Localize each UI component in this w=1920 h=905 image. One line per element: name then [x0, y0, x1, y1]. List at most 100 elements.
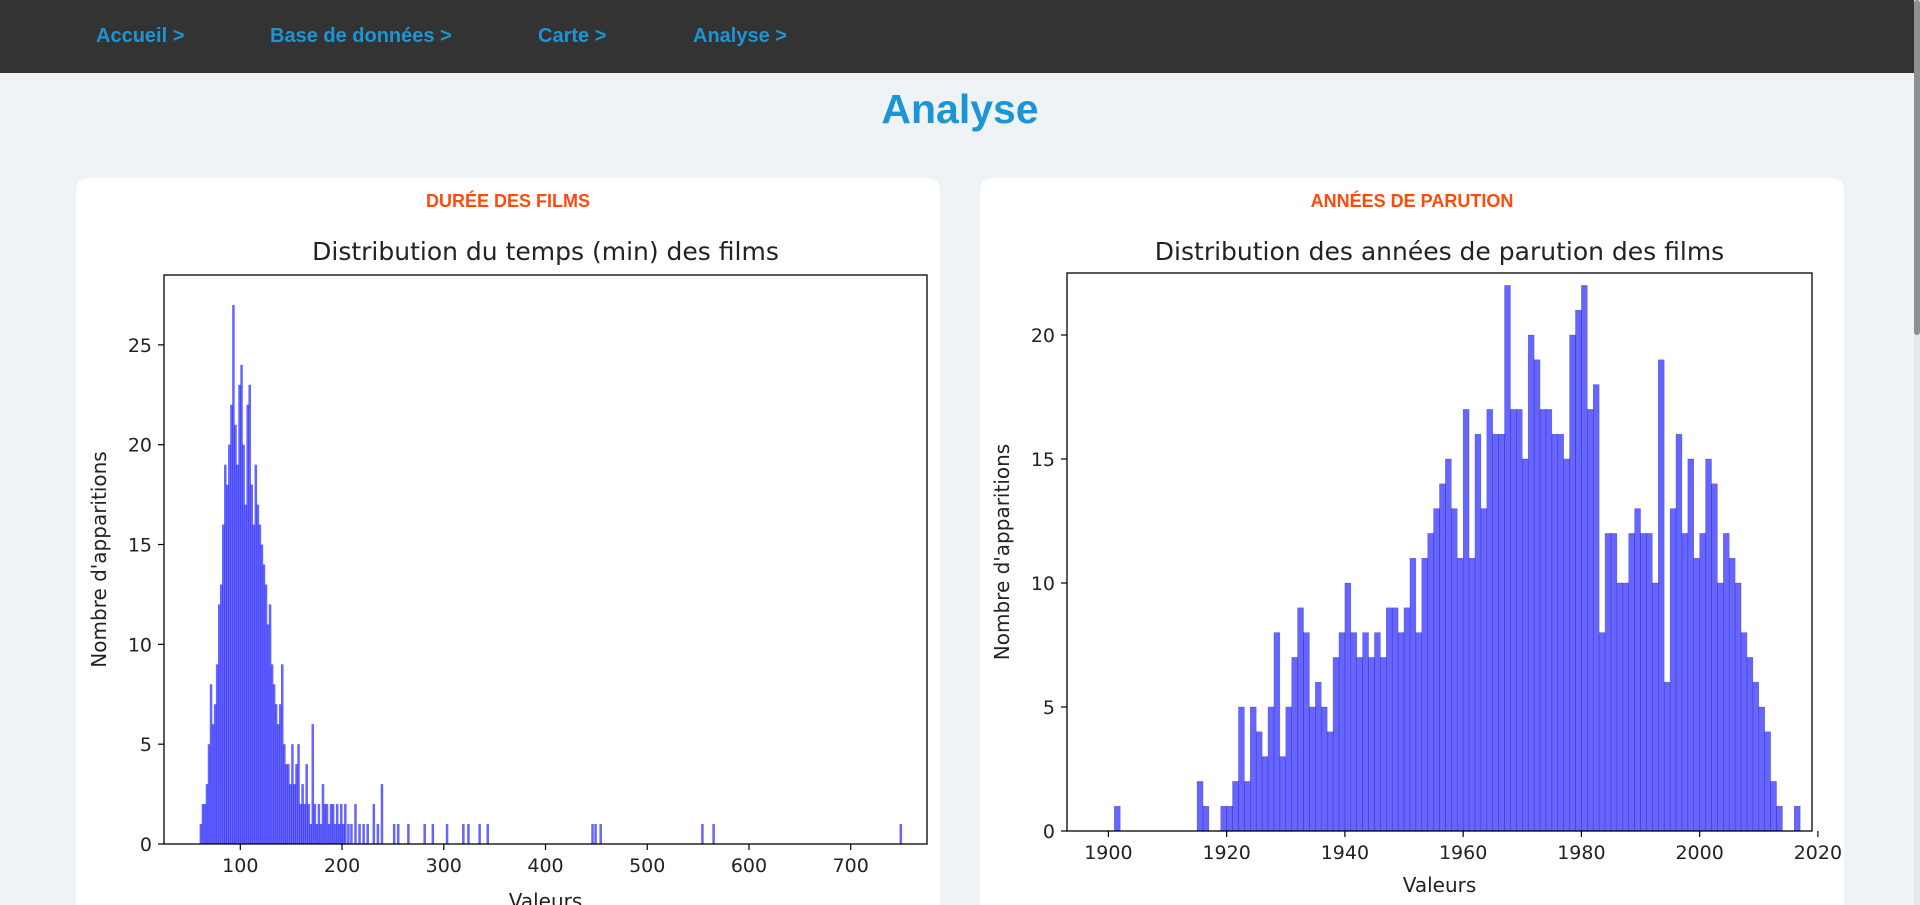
histogram-bar — [1723, 533, 1730, 832]
histogram-bar — [1421, 557, 1428, 832]
histogram-bar — [333, 824, 337, 844]
histogram-bar — [362, 824, 365, 844]
histogram-bar — [392, 824, 396, 844]
histogram-bar — [423, 824, 426, 844]
histogram-bar — [1403, 607, 1411, 832]
y-tick-label: 0 — [140, 834, 152, 856]
histogram-bar — [1462, 409, 1470, 832]
histogram-bar — [467, 824, 470, 844]
histogram-bar — [1533, 359, 1541, 832]
chart-title: Distribution du temps (min) des films — [312, 237, 779, 266]
histogram-bar — [445, 824, 449, 844]
histogram-bar — [1374, 632, 1381, 832]
histogram-bar — [1492, 433, 1499, 832]
histogram-bar — [1746, 657, 1754, 832]
y-tick-label: 15 — [1031, 449, 1055, 471]
histogram-bar — [307, 804, 310, 844]
histogram-bar — [1592, 384, 1600, 832]
histogram-bar — [319, 824, 323, 844]
histogram-bar — [278, 704, 282, 844]
histogram-bar — [1226, 805, 1233, 832]
scrollbar-thumb[interactable] — [1914, 0, 1920, 335]
histogram-bar — [1285, 706, 1292, 832]
histogram-bar — [1297, 607, 1304, 832]
histogram-bar — [213, 704, 217, 844]
histogram-bar — [1362, 632, 1369, 832]
histogram-bar — [1415, 632, 1423, 832]
histogram-bar — [221, 524, 225, 844]
histogram-bar — [1451, 508, 1458, 832]
histogram-bar — [344, 804, 347, 844]
histogram-bar — [323, 804, 327, 844]
histogram-bar — [1634, 508, 1641, 832]
nav-link-accueil[interactable]: Accueil > — [96, 25, 185, 47]
histogram-bar — [1527, 334, 1535, 832]
x-tick-label: 400 — [527, 855, 563, 877]
card-title-annees: ANNÉES DE PARUTION — [1310, 191, 1514, 211]
histogram-bar — [591, 824, 594, 844]
histogram-bar — [1386, 607, 1393, 832]
histogram-bar — [1267, 706, 1275, 832]
histogram-bar — [315, 824, 319, 844]
nav-link-base-de-donnees[interactable]: Base de données > — [270, 25, 452, 47]
histogram-bar — [1480, 508, 1488, 832]
histogram-bar — [199, 824, 203, 844]
y-tick-label: 0 — [1043, 821, 1055, 843]
histogram-bar — [1539, 409, 1547, 832]
histogram-bar — [1563, 458, 1570, 832]
histogram-bar — [1255, 731, 1263, 832]
top-navigation: Accueil > Base de données > Carte > Anal… — [0, 0, 1920, 73]
x-axis-label: Valeurs — [1403, 873, 1477, 897]
histogram-bar — [1711, 483, 1718, 832]
histogram-bar — [1734, 582, 1742, 832]
bars-group — [199, 304, 903, 844]
nav-link-carte[interactable]: Carte > — [538, 25, 607, 47]
histogram-bar — [219, 584, 223, 844]
histogram-bar — [331, 804, 335, 844]
histogram-bar — [380, 784, 384, 844]
y-tick-label: 5 — [1043, 697, 1055, 719]
histogram-bar — [280, 664, 284, 844]
histogram-bar — [1587, 409, 1594, 832]
histogram-bar — [1699, 533, 1706, 832]
histogram-bar — [236, 464, 239, 844]
histogram-bar — [211, 724, 215, 844]
histogram-bar — [287, 764, 290, 844]
histogram-bar — [1332, 657, 1340, 832]
histogram-bar — [313, 804, 317, 844]
histogram-bar — [1326, 731, 1334, 832]
y-tick-label: 10 — [1031, 573, 1055, 595]
histogram-bar — [486, 824, 490, 844]
histogram-bar — [1350, 632, 1357, 832]
histogram-bar — [317, 804, 321, 844]
histogram-bar — [1468, 557, 1476, 832]
x-tick-label: 700 — [833, 855, 869, 877]
histogram-bar — [217, 604, 221, 844]
histogram-bar — [1663, 681, 1671, 832]
histogram-bar — [215, 664, 219, 844]
histogram-bar — [366, 824, 369, 844]
histogram-bar — [1717, 582, 1724, 832]
years-histogram: Distribution des années de parution des … — [990, 237, 1842, 897]
histogram-bar — [311, 724, 315, 844]
chart-card-annees: ANNÉES DE PARUTION Distribution des anné… — [980, 178, 1844, 905]
histogram-bar — [594, 824, 597, 844]
histogram-bar — [478, 824, 481, 844]
histogram-bar — [209, 684, 213, 844]
histogram-bar — [327, 824, 331, 844]
histogram-bar — [342, 824, 345, 844]
histogram-bar — [266, 624, 270, 844]
scrollbar-track[interactable] — [1914, 0, 1920, 905]
histogram-bar — [358, 824, 361, 844]
histogram-bar — [244, 504, 247, 844]
histogram-bar — [270, 664, 274, 844]
histogram-bar — [1433, 508, 1440, 832]
histogram-bar — [1516, 409, 1523, 832]
y-tick-label: 25 — [128, 335, 152, 357]
histogram-bar — [1646, 533, 1653, 832]
histogram-bar — [207, 744, 211, 844]
nav-link-analyse[interactable]: Analyse > — [693, 25, 787, 47]
histogram-bar — [1628, 533, 1635, 832]
histogram-bar — [234, 424, 237, 844]
histogram-bar — [1504, 285, 1511, 832]
